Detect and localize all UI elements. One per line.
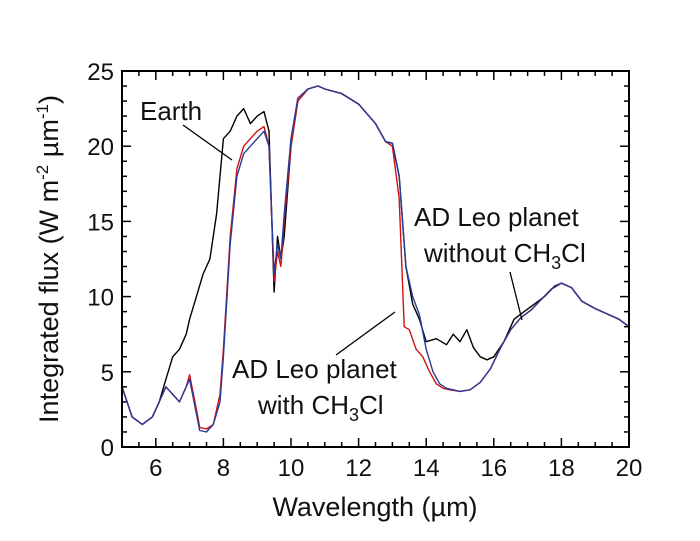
- y-axis-title-part: ): [34, 95, 64, 104]
- plot-frame: [121, 70, 630, 448]
- with-label-text: with CH: [257, 390, 349, 420]
- x-tick-label: 10: [278, 455, 305, 482]
- without-label-line1: AD Leo planet: [414, 202, 580, 232]
- with-pointer: [335, 311, 396, 356]
- x-tick-label: 14: [413, 455, 440, 482]
- earth-pointer: [182, 124, 233, 161]
- without-label-text: without CH: [423, 238, 551, 268]
- x-tick-label: 20: [616, 455, 643, 482]
- without-label-line2: without CH3Cl: [423, 238, 586, 273]
- x-tick-labels: 6 8 10 12 14 16 18 20: [149, 455, 642, 482]
- with-label-line2: with CH3Cl: [257, 390, 384, 425]
- without-pointer: [509, 271, 523, 321]
- y-tick-labels: 0 5 10 15 20 25: [87, 59, 114, 462]
- y-tick-label: 25: [87, 59, 114, 86]
- with-label-text: Cl: [359, 390, 384, 420]
- y-axis-title-part: µm: [34, 119, 64, 165]
- x-tick-label: 18: [548, 455, 575, 482]
- x-tick-label: 8: [217, 455, 230, 482]
- earth-label: Earth: [140, 96, 202, 126]
- with-label-line1: AD Leo planet: [232, 354, 398, 384]
- with-label-sub: 3: [349, 405, 359, 425]
- y-tick-label: 5: [101, 360, 114, 387]
- without-label-text: Cl: [561, 238, 586, 268]
- y-tick-label: 0: [101, 435, 114, 462]
- without-label-sub: 3: [551, 253, 561, 273]
- x-tick-label: 12: [345, 455, 372, 482]
- y-axis-title-sup: -1: [33, 104, 52, 119]
- y-tick-label: 20: [87, 134, 114, 161]
- y-axis-title-sup: -2: [33, 165, 52, 180]
- y-axis-title-part: Integrated flux (W m: [34, 180, 64, 423]
- y-tick-label: 10: [87, 285, 114, 312]
- x-tick-label: 6: [149, 455, 162, 482]
- y-axis-title: Integrated flux (W m-2 µm-1): [33, 95, 64, 423]
- series-line-3: [121, 85, 630, 433]
- y-tick-label: 15: [87, 209, 114, 236]
- x-axis-title: Wavelength (µm): [272, 492, 477, 522]
- x-tick-label: 16: [480, 455, 507, 482]
